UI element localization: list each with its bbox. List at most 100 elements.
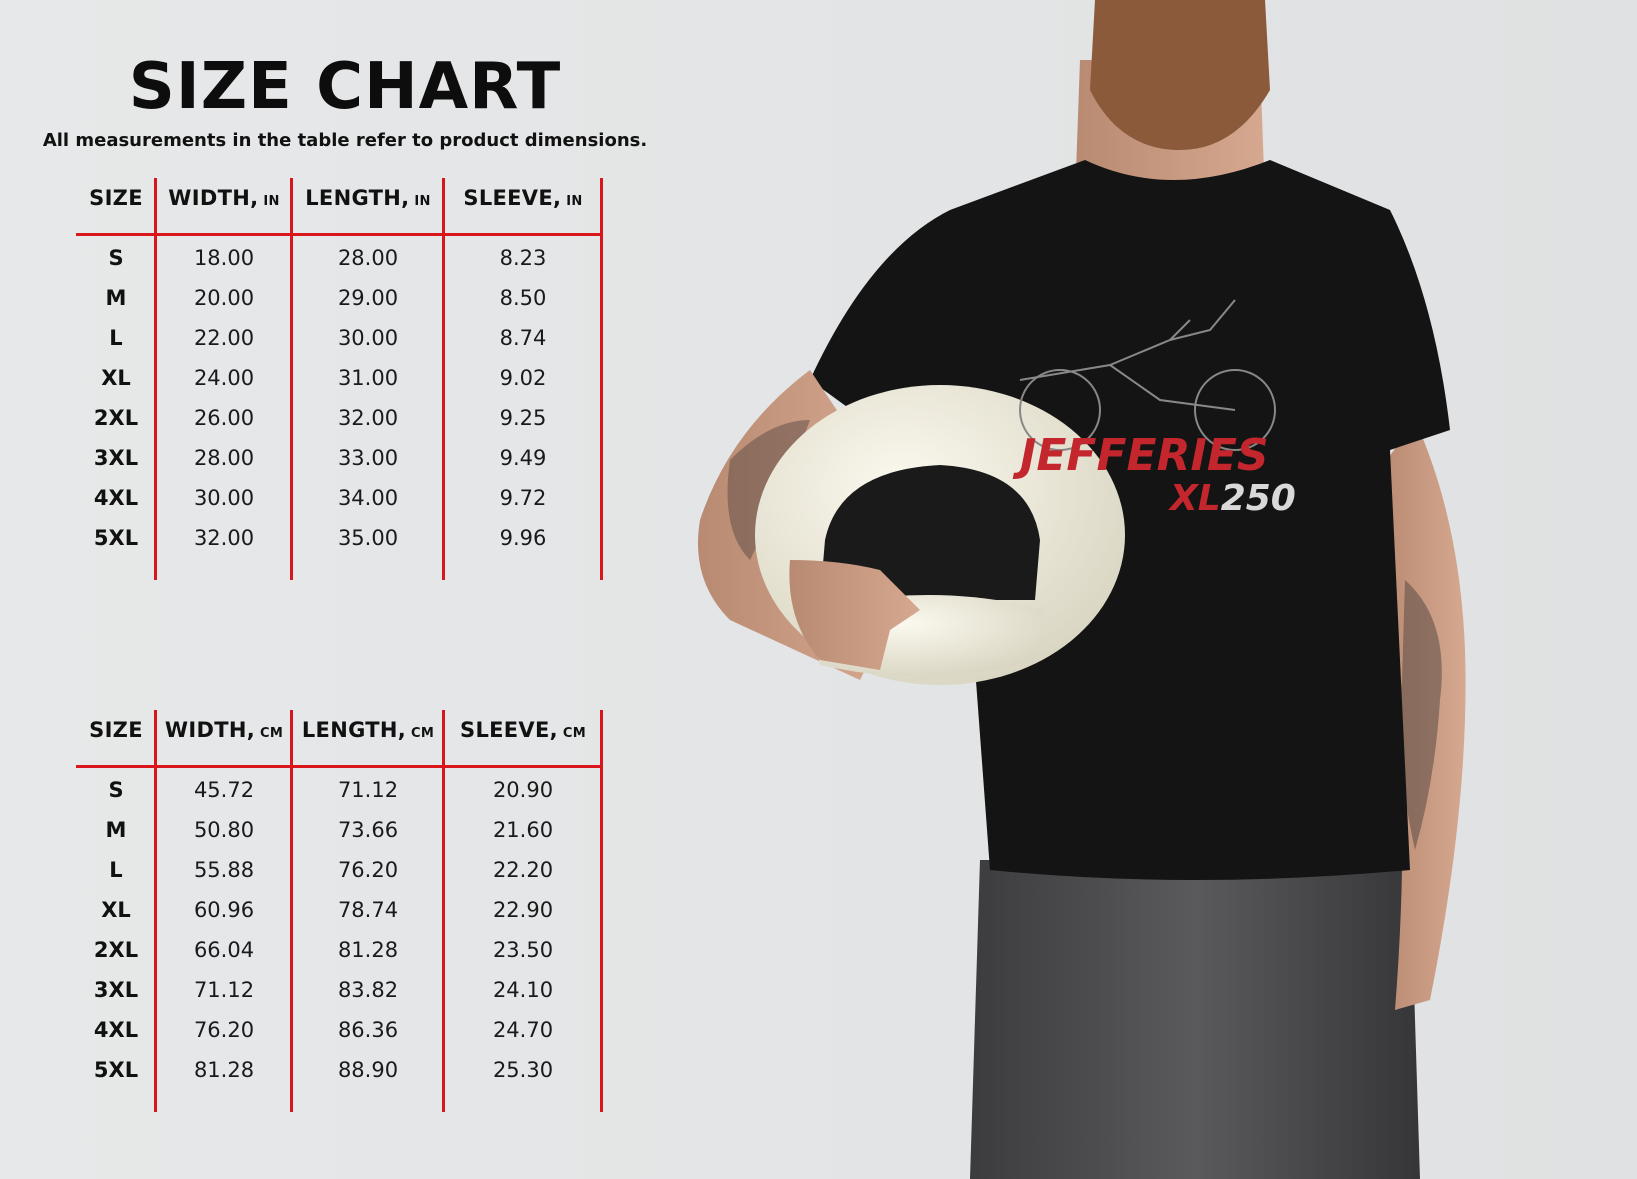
measurement-value: 50.80 xyxy=(193,818,255,842)
measurement-value: 8.50 xyxy=(499,286,547,310)
measurement-value: 24.00 xyxy=(193,366,255,390)
measurement-value: 18.00 xyxy=(193,246,255,270)
column-divider xyxy=(442,710,445,1112)
size-label: 2XL xyxy=(93,406,139,430)
column-label: SLEEVE, xyxy=(460,718,558,742)
header-divider xyxy=(76,233,602,236)
column-unit: CM xyxy=(562,726,586,741)
size-label: XL xyxy=(101,898,131,922)
measurement-value: 60.96 xyxy=(193,898,255,922)
column-divider xyxy=(442,178,445,580)
measurement-value: 31.00 xyxy=(337,366,399,390)
column-divider xyxy=(600,710,603,1112)
model-print: XL250 xyxy=(1168,478,1296,519)
column-divider xyxy=(600,178,603,580)
measurement-value: 24.10 xyxy=(492,978,554,1002)
column-header: LENGTH, CM xyxy=(292,718,444,742)
measurement-value: 25.30 xyxy=(492,1058,554,1082)
size-label: 3XL xyxy=(93,446,139,470)
size-table-centimeters: SIZE WIDTH, CM LENGTH, CM SLEEVE, CM S 45.72 71.1… xyxy=(76,710,603,1115)
column-label: SIZE xyxy=(89,718,143,742)
measurement-value: 78.74 xyxy=(337,898,399,922)
size-label: S xyxy=(108,246,124,270)
model-number: 250 xyxy=(1221,478,1296,519)
column-unit: IN xyxy=(566,194,583,209)
size-label: XL xyxy=(101,366,131,390)
measurement-value: 32.00 xyxy=(193,526,255,550)
jeans xyxy=(970,860,1420,1179)
measurement-value: 22.00 xyxy=(193,326,255,350)
column-divider xyxy=(290,710,293,1112)
measurement-value: 20.00 xyxy=(193,286,255,310)
column-label: LENGTH, xyxy=(301,718,407,742)
measurement-value: 81.28 xyxy=(193,1058,255,1082)
t-shirt xyxy=(810,160,1450,880)
measurement-value: 34.00 xyxy=(337,486,399,510)
measurement-value: 71.12 xyxy=(193,978,255,1002)
column-divider xyxy=(290,178,293,580)
column-header: SIZE xyxy=(76,186,156,210)
column-unit: IN xyxy=(414,194,431,209)
measurement-value: 28.00 xyxy=(337,246,399,270)
measurement-value: 9.72 xyxy=(499,486,547,510)
motorcycle-graphic xyxy=(1019,299,1276,451)
helmet-visor-opening xyxy=(820,465,1040,600)
size-label: 2XL xyxy=(93,938,139,962)
model-prefix: XL xyxy=(1168,478,1221,519)
hand xyxy=(789,560,920,670)
measurement-value: 83.82 xyxy=(337,978,399,1002)
column-divider xyxy=(154,710,157,1112)
measurement-value: 66.04 xyxy=(193,938,255,962)
measurement-value: 22.20 xyxy=(492,858,554,882)
size-label: 4XL xyxy=(93,486,139,510)
size-label: 5XL xyxy=(93,1058,139,1082)
column-divider xyxy=(154,178,157,580)
measurement-value: 21.60 xyxy=(492,818,554,842)
column-label: WIDTH, xyxy=(164,718,255,742)
size-label: 3XL xyxy=(93,978,139,1002)
measurement-value: 88.90 xyxy=(337,1058,399,1082)
measurement-value: 86.36 xyxy=(337,1018,399,1042)
measurement-value: 9.02 xyxy=(499,366,547,390)
tattoo-right xyxy=(1400,580,1442,850)
measurement-value: 73.66 xyxy=(337,818,399,842)
measurement-value: 28.00 xyxy=(193,446,255,470)
column-header: SLEEVE, IN xyxy=(444,186,602,210)
column-label: LENGTH, xyxy=(305,186,410,210)
column-header: LENGTH, IN xyxy=(292,186,444,210)
brand-print: JEFFERIES xyxy=(1012,430,1269,481)
column-unit: IN xyxy=(263,194,280,209)
measurement-value: 32.00 xyxy=(337,406,399,430)
size-label: L xyxy=(109,326,123,350)
measurement-value: 8.74 xyxy=(499,326,547,350)
column-label: SLEEVE, xyxy=(463,186,562,210)
column-header: WIDTH, IN xyxy=(156,186,292,210)
column-label: WIDTH, xyxy=(168,186,259,210)
measurement-value: 20.90 xyxy=(492,778,554,802)
measurement-value: 9.49 xyxy=(499,446,547,470)
measurement-value: 33.00 xyxy=(337,446,399,470)
size-label: 4XL xyxy=(93,1018,139,1042)
page-title: SIZE CHART xyxy=(128,50,562,124)
measurement-value: 23.50 xyxy=(492,938,554,962)
column-header: SLEEVE, CM xyxy=(444,718,602,742)
size-label: S xyxy=(108,778,124,802)
model-photo: JEFFERIES XL250 xyxy=(698,0,1466,1179)
measurement-value: 22.90 xyxy=(492,898,554,922)
measurement-value: 71.12 xyxy=(337,778,399,802)
size-label: L xyxy=(109,858,123,882)
size-label: M xyxy=(105,818,127,842)
measurement-value: 45.72 xyxy=(193,778,255,802)
measurement-value: 9.25 xyxy=(499,406,547,430)
page-subtitle: All measurements in the table refer to p… xyxy=(42,130,648,151)
measurement-value: 9.96 xyxy=(499,526,547,550)
header-divider xyxy=(76,765,602,768)
measurement-value: 30.00 xyxy=(193,486,255,510)
column-label: SIZE xyxy=(89,186,143,210)
measurement-value: 8.23 xyxy=(499,246,547,270)
column-header: SIZE xyxy=(76,718,156,742)
measurement-value: 35.00 xyxy=(337,526,399,550)
measurement-value: 24.70 xyxy=(492,1018,554,1042)
measurement-value: 29.00 xyxy=(337,286,399,310)
size-label: 5XL xyxy=(93,526,139,550)
